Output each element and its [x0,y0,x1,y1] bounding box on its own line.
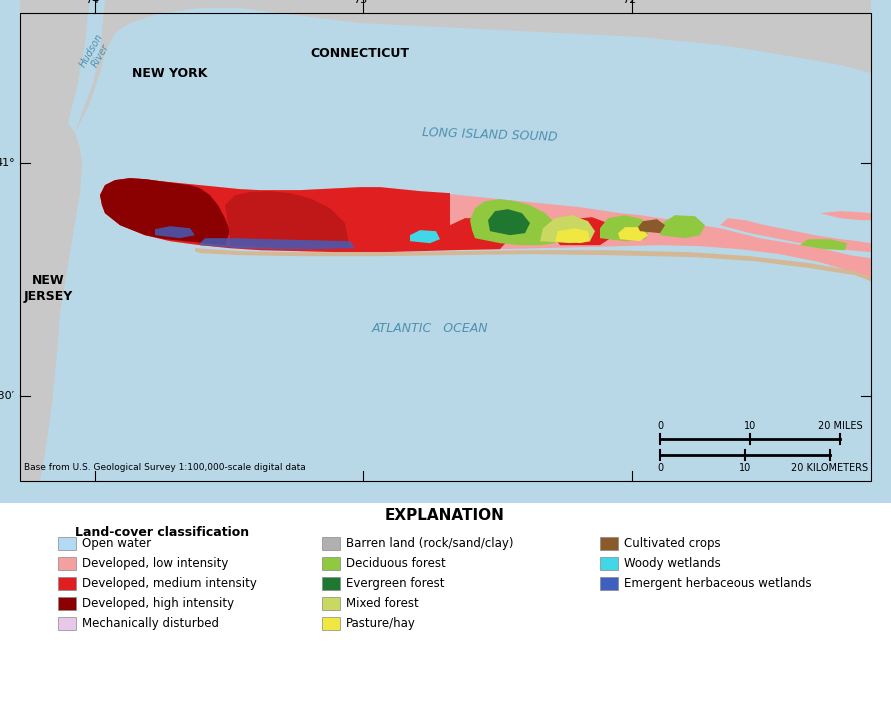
Polygon shape [540,215,595,243]
Text: Developed, high intensity: Developed, high intensity [82,598,234,610]
Polygon shape [820,211,871,220]
Polygon shape [155,226,195,238]
Text: Evergreen forest: Evergreen forest [346,577,445,591]
Polygon shape [488,209,530,235]
Polygon shape [555,228,590,243]
Bar [322,617,340,630]
Text: CONNECTICUT: CONNECTICUT [310,46,410,60]
Text: 72°: 72° [622,0,642,5]
Text: 0: 0 [657,463,663,473]
Bar [58,617,76,630]
Text: 73°: 73° [353,0,372,5]
Text: 20 MILES: 20 MILES [818,421,862,432]
Polygon shape [20,133,82,482]
Text: 10: 10 [744,421,756,432]
Text: Land-cover classification: Land-cover classification [75,526,249,539]
Text: Developed, medium intensity: Developed, medium intensity [82,577,257,591]
Text: 10: 10 [739,463,751,473]
Text: Open water: Open water [82,537,151,551]
Text: Mechanically disturbed: Mechanically disturbed [82,617,219,631]
Text: Developed, low intensity: Developed, low intensity [82,558,228,570]
Bar [58,557,76,570]
Bar [322,577,340,590]
Bar [58,597,76,610]
Polygon shape [638,219,665,233]
Bar [58,577,76,590]
Bar [600,577,618,590]
Polygon shape [618,227,648,241]
Bar [600,557,618,570]
Text: Pasture/hay: Pasture/hay [346,617,416,631]
Text: 74°: 74° [86,0,105,5]
Text: 40°30′: 40°30′ [0,391,15,401]
Polygon shape [410,230,440,243]
Text: Barren land (rock/sand/clay): Barren land (rock/sand/clay) [346,537,513,551]
Bar [322,557,340,570]
Bar [322,537,340,550]
Text: Deciduous forest: Deciduous forest [346,558,446,570]
Polygon shape [830,259,871,277]
Polygon shape [20,0,871,153]
Bar [600,537,618,550]
Polygon shape [225,191,350,249]
Polygon shape [720,218,871,252]
Bar [58,537,76,550]
Polygon shape [100,178,230,245]
Text: Hudson
River: Hudson River [78,32,114,74]
Text: LONG ISLAND SOUND: LONG ISLAND SOUND [422,126,558,144]
Polygon shape [555,217,615,245]
Text: Woody wetlands: Woody wetlands [624,558,721,570]
Polygon shape [100,178,871,281]
Polygon shape [100,178,450,252]
Polygon shape [445,218,510,250]
Text: Cultivated crops: Cultivated crops [624,537,721,551]
Text: EXPLANATION: EXPLANATION [385,508,505,523]
Text: 20 KILOMETERS: 20 KILOMETERS [791,463,869,473]
Text: Emergent herbaceous wetlands: Emergent herbaceous wetlands [624,577,812,591]
Text: NEW YORK: NEW YORK [132,67,208,80]
Polygon shape [800,239,847,250]
Bar [322,597,340,610]
Polygon shape [470,199,560,245]
Text: ATLANTIC   OCEAN: ATLANTIC OCEAN [372,322,488,334]
Polygon shape [68,0,105,133]
Text: NEW
JERSEY: NEW JERSEY [23,274,73,303]
Polygon shape [660,215,705,238]
Text: 0: 0 [657,421,663,432]
Polygon shape [200,238,355,249]
Polygon shape [195,249,871,281]
Text: 41°: 41° [0,158,15,168]
Polygon shape [600,215,650,241]
Text: Base from U.S. Geological Survey 1:100,000-scale digital data: Base from U.S. Geological Survey 1:100,0… [24,463,306,472]
Text: Mixed forest: Mixed forest [346,598,419,610]
